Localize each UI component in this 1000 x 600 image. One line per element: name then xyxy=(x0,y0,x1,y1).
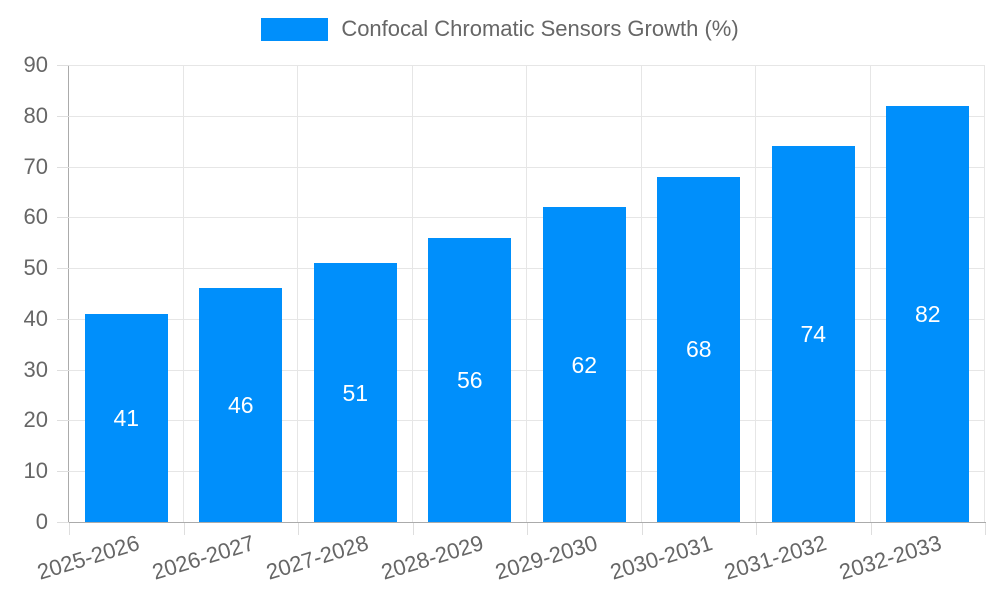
horizontal-gridline xyxy=(69,65,985,66)
y-axis-label: 30 xyxy=(23,356,48,382)
x-axis-tick xyxy=(183,523,185,535)
bar-value-label: 82 xyxy=(914,300,941,327)
horizontal-gridline xyxy=(69,369,985,371)
x-axis-line xyxy=(68,522,986,523)
y-axis-line xyxy=(68,65,69,523)
bar-value-label: 68 xyxy=(685,336,712,363)
bar[interactable]: 41 xyxy=(84,313,168,522)
x-axis-tick xyxy=(756,523,757,535)
y-axis-tick xyxy=(57,471,69,473)
bar-value-label: 56 xyxy=(456,366,483,393)
y-axis-label: 0 xyxy=(35,509,48,534)
y-axis-tick xyxy=(57,420,69,422)
y-axis-label: 60 xyxy=(23,204,48,230)
bar-value-label: 46 xyxy=(227,392,254,419)
vertical-gridline xyxy=(755,65,756,522)
x-axis-label: 2029-2030 xyxy=(492,530,601,585)
x-axis-tick xyxy=(985,523,986,535)
x-axis-label: 2030-2031 xyxy=(606,530,715,585)
y-axis-label: 70 xyxy=(23,153,48,179)
bar[interactable]: 68 xyxy=(657,176,741,522)
vertical-gridline xyxy=(640,65,642,522)
y-axis-tick xyxy=(57,318,69,320)
y-axis-tick xyxy=(57,166,69,168)
bar[interactable]: 62 xyxy=(542,207,626,522)
vertical-gridline xyxy=(182,65,184,522)
y-axis-label: 80 xyxy=(23,102,48,128)
x-axis-label: 2031-2032 xyxy=(721,530,830,585)
y-axis-tick xyxy=(57,65,69,66)
y-axis-label: 10 xyxy=(23,458,48,484)
x-axis-tick xyxy=(298,523,299,535)
y-axis-tick xyxy=(57,522,69,523)
legend-label: Confocal Chromatic Sensors Growth (%) xyxy=(341,16,739,41)
x-axis-tick xyxy=(69,523,70,535)
bar[interactable]: 56 xyxy=(428,237,512,522)
x-axis-tick xyxy=(641,523,643,535)
vertical-gridline xyxy=(869,65,871,522)
y-axis-label: 20 xyxy=(23,407,48,433)
y-axis-tick xyxy=(57,217,69,219)
x-axis-label: 2027-2028 xyxy=(263,530,372,585)
x-axis-tick xyxy=(870,523,872,535)
x-axis-label: 2025-2026 xyxy=(34,530,143,585)
x-axis-label: 2026-2027 xyxy=(148,530,257,585)
y-axis-label: 40 xyxy=(23,305,48,331)
bar-value-label: 41 xyxy=(113,404,140,431)
x-axis-label: 2032-2033 xyxy=(835,530,944,585)
y-axis-tick xyxy=(57,268,69,270)
legend-item[interactable]: Confocal Chromatic Sensors Growth (%) xyxy=(261,16,739,42)
bar[interactable]: 82 xyxy=(886,105,970,522)
y-axis-tick xyxy=(57,115,69,117)
legend-swatch xyxy=(261,17,329,41)
legend: Confocal Chromatic Sensors Growth (%) xyxy=(0,16,1000,42)
x-axis-label: 2028-2029 xyxy=(377,530,486,585)
bar[interactable]: 74 xyxy=(771,146,855,522)
horizontal-gridline xyxy=(69,115,985,117)
vertical-gridline xyxy=(411,65,413,522)
bar-value-label: 51 xyxy=(342,379,369,406)
horizontal-gridline xyxy=(69,268,985,270)
x-axis-tick xyxy=(412,523,414,535)
horizontal-gridline xyxy=(69,217,985,219)
horizontal-gridline xyxy=(69,318,985,320)
vertical-gridline xyxy=(526,65,527,522)
bar-value-label: 62 xyxy=(571,351,598,378)
y-axis-label: 90 xyxy=(23,52,48,77)
bar[interactable]: 51 xyxy=(313,263,397,522)
x-axis-tick xyxy=(527,523,528,535)
bar-value-label: 74 xyxy=(800,321,827,348)
bar[interactable]: 46 xyxy=(199,288,283,522)
vertical-gridline xyxy=(984,65,985,522)
horizontal-gridline xyxy=(69,166,985,168)
plot-area: 41 46 51 56 62 68 74 82 xyxy=(69,65,985,522)
y-axis-tick xyxy=(57,369,69,371)
horizontal-gridline xyxy=(69,471,985,473)
horizontal-gridline xyxy=(69,420,985,422)
y-axis-label: 50 xyxy=(23,255,48,281)
vertical-gridline xyxy=(297,65,298,522)
